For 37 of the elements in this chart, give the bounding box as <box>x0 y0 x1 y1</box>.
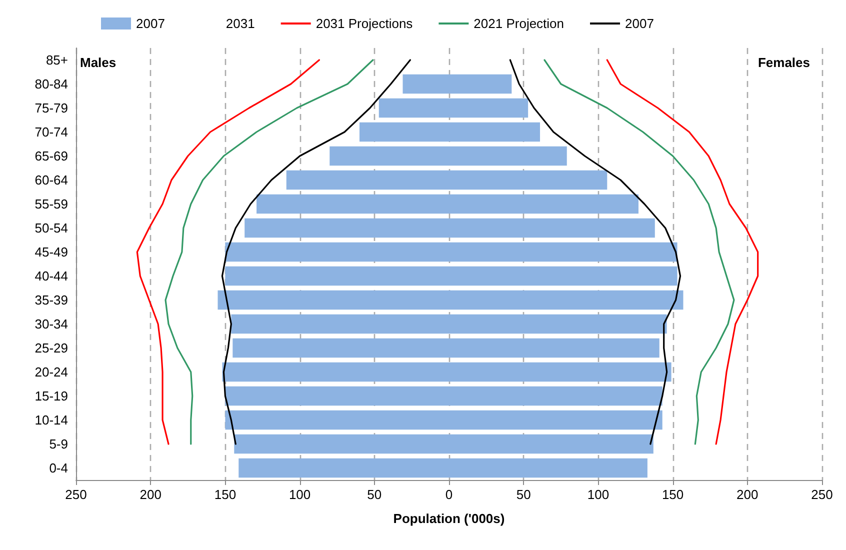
x-tick-label: 50 <box>516 487 531 502</box>
x-tick-label: 250 <box>811 487 833 502</box>
annotation: Males <box>80 55 116 70</box>
y-tick-label: 45-49 <box>34 244 68 260</box>
y-tick-label: 65-69 <box>34 148 68 164</box>
legend-label: 2007 <box>625 16 654 31</box>
x-axis-title: Population ('000s) <box>393 511 505 526</box>
y-tick-label: 70-74 <box>34 124 68 140</box>
x-tick-label: 250 <box>65 487 87 502</box>
y-tick-label: 0-4 <box>49 460 68 476</box>
annotation: Females <box>758 55 810 70</box>
y-tick-label: 60-64 <box>34 172 68 188</box>
legend-label: 2031 Projections <box>316 16 414 31</box>
y-tick-label: 25-29 <box>34 340 68 356</box>
y-tick-label: 5-9 <box>49 436 68 452</box>
x-tick-label: 100 <box>587 487 610 502</box>
y-tick-label: 55-59 <box>34 196 68 212</box>
x-tick-label: 150 <box>662 487 684 502</box>
y-tick-label: 75-79 <box>34 100 68 116</box>
text: 2031 <box>226 16 255 31</box>
y-tick-label: 40-44 <box>34 268 68 284</box>
y-tick-label: 30-34 <box>34 316 68 332</box>
legend-label: 2007 <box>136 16 165 31</box>
x-tick-label: 100 <box>288 487 311 502</box>
y-tick-label: 20-24 <box>34 364 68 380</box>
x-tick-label: 150 <box>214 487 236 502</box>
y-tick-label: 10-14 <box>34 412 68 428</box>
legend-label: 2021 Projection <box>474 16 564 31</box>
y-tick-label: 85+ <box>46 52 68 68</box>
y-tick-label: 80-84 <box>34 76 68 92</box>
y-tick-label: 50-54 <box>34 220 68 236</box>
y-tick-label: 15-19 <box>34 388 68 404</box>
x-tick-label: 200 <box>736 487 758 502</box>
x-tick-label: 0 <box>445 487 453 502</box>
x-tick-label: 200 <box>140 487 162 502</box>
x-tick-label: 50 <box>367 487 382 502</box>
y-tick-label: 35-39 <box>34 292 68 308</box>
